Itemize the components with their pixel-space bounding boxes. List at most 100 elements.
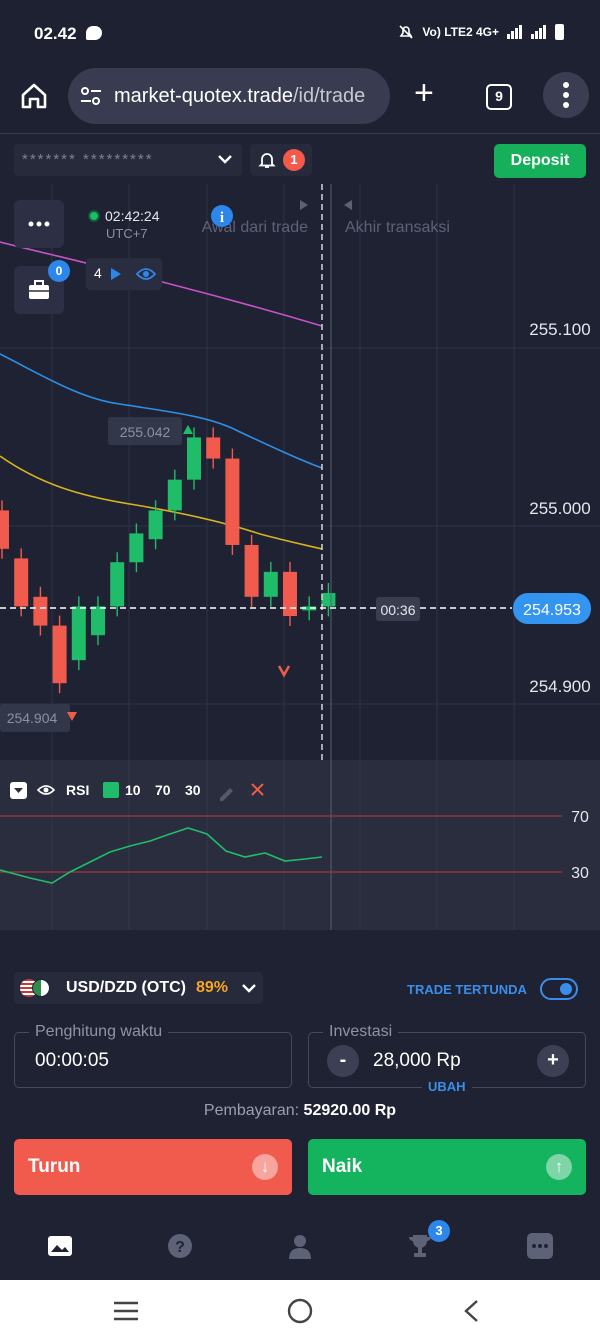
mute-icon [399,25,413,39]
candle [263,571,278,597]
account-mask: ******* ********* [22,151,154,168]
asset-selector[interactable]: USD/DZD (OTC) 89% [14,972,263,1004]
candle [52,625,67,684]
rsi-axis-upper: 70 [571,809,589,826]
back-icon[interactable] [462,1299,480,1323]
chart-canvas[interactable]: 255.042 254.904 255.100 255.000 254.900 … [0,184,600,950]
tab-switcher-button[interactable]: 9 [486,84,512,110]
start-flag-icon [300,200,308,210]
notification-badge: 1 [283,149,305,171]
rsi-visibility-icon[interactable] [36,785,56,795]
deposit-button[interactable]: Deposit [494,144,586,178]
play-icon [111,268,121,280]
trade-panel: USD/DZD (OTC) 89% TRADE TERTUNDA Penghit… [0,930,600,1280]
ma-line-blue [0,353,323,469]
arrow-down-icon: ↓ [252,1154,278,1180]
portfolio-button[interactable]: 0 [14,260,70,314]
sell-down-label: Turun [28,1156,81,1177]
payout-value: 52920.00 Rp [303,1102,397,1119]
help-nav-icon[interactable]: ? [166,1232,194,1260]
price-tick-2: 255.000 [529,499,590,518]
pending-trade-toggle[interactable] [540,978,578,1000]
buy-up-button[interactable]: Naik ↑ [308,1139,586,1195]
new-tab-button[interactable]: + [414,74,434,112]
price-chart[interactable]: 255.042 254.904 255.100 255.000 254.900 … [0,184,600,950]
home-circle-icon[interactable] [287,1298,313,1324]
price-grid [0,347,600,705]
positions-badge: 0 [48,260,70,282]
candle [110,562,125,607]
asset-name: USD/DZD (OTC) [66,979,186,996]
status-bar: 02.42 Vo) LTE2 4G+ [0,0,600,62]
payout-row: Pembayaran: 52920.00 Rp [0,1102,600,1120]
sell-down-button[interactable]: Turun ↓ [14,1139,292,1195]
eye-icon [136,268,156,280]
candle [244,544,259,597]
candle [148,510,163,540]
system-nav-bar [0,1280,600,1340]
more-nav-icon[interactable] [526,1232,554,1260]
network-label: Vo) LTE2 4G+ [422,25,499,39]
profile-nav-icon[interactable] [286,1232,314,1260]
info-icon[interactable] [211,205,233,227]
site-settings-icon[interactable] [80,86,102,106]
trophy-nav-icon[interactable] [406,1232,434,1260]
ma-line-yellow [0,455,323,550]
payout-percentage: 89% [196,979,229,996]
decrease-investment-button[interactable]: - [327,1045,359,1077]
buy-up-label: Naik [322,1156,363,1177]
candle [167,479,182,511]
chart-nav-icon[interactable] [46,1232,74,1260]
investment-label: Investasi [323,1023,399,1041]
trade-header: ******* ********* 1 Deposit [0,136,600,184]
rsi-edit-icon[interactable] [220,788,233,801]
candle [71,606,86,661]
watchers-count: 4 [94,265,102,281]
timer-label: Penghitung waktu [29,1023,169,1041]
current-price-label: 254.953 [523,602,581,619]
countdown-label: 00:36 [380,602,415,618]
signal-icon [507,25,522,39]
address-bar[interactable]: market-quotex.trade/id/trade [68,68,390,124]
candles [0,427,336,694]
notifications-button[interactable]: 1 [250,144,312,176]
price-tick-1: 255.100 [529,320,590,339]
investment-value: 28,000 Rp [373,1050,461,1071]
current-price-badge [513,593,591,624]
rsi-panel [0,760,600,930]
home-icon[interactable] [20,82,48,110]
pending-trade-label: TRADE TERTUNDA [407,982,527,997]
clock-timezone: UTC+7 [106,226,148,241]
algeria-flag-icon [32,979,50,997]
increase-investment-button[interactable]: + [537,1045,569,1077]
candle [14,558,29,607]
countdown-box [376,597,420,621]
candle [33,596,48,626]
investment-field[interactable]: Investasi - 28,000 Rp + UBAH [308,1023,586,1094]
low-arrow-icon [67,712,77,721]
status-time: 02.42 [34,24,77,43]
rsi-lower: 30 [185,782,201,798]
recent-apps-icon[interactable] [113,1300,139,1322]
down-trade-arrow-icon [277,665,291,678]
candle [129,533,144,563]
svg-text:?: ? [175,1239,185,1256]
timer-field[interactable]: Penghitung waktu 00:00:05 [14,1023,292,1088]
rsi-close-icon[interactable] [251,783,264,796]
chart-menu-button[interactable] [14,200,64,248]
rsi-color-swatch[interactable] [103,782,119,798]
browser-menu-button[interactable] [543,72,589,118]
bell-icon [258,153,276,168]
rsi-upper: 70 [155,782,171,798]
arrow-up-icon: ↑ [546,1154,572,1180]
change-investment-link[interactable]: UBAH [422,1079,472,1094]
watchers-widget[interactable]: 4 [86,258,162,290]
high-arrow-icon [183,425,193,434]
rsi-label: RSI [66,782,89,798]
chevron-down-icon [242,984,256,993]
url-text: market-quotex.trade/id/trade [114,85,365,108]
rsi-period: 10 [125,782,141,798]
rsi-line [0,827,323,884]
account-selector[interactable]: ******* ********* [14,144,242,176]
high-marker-box [108,417,182,445]
